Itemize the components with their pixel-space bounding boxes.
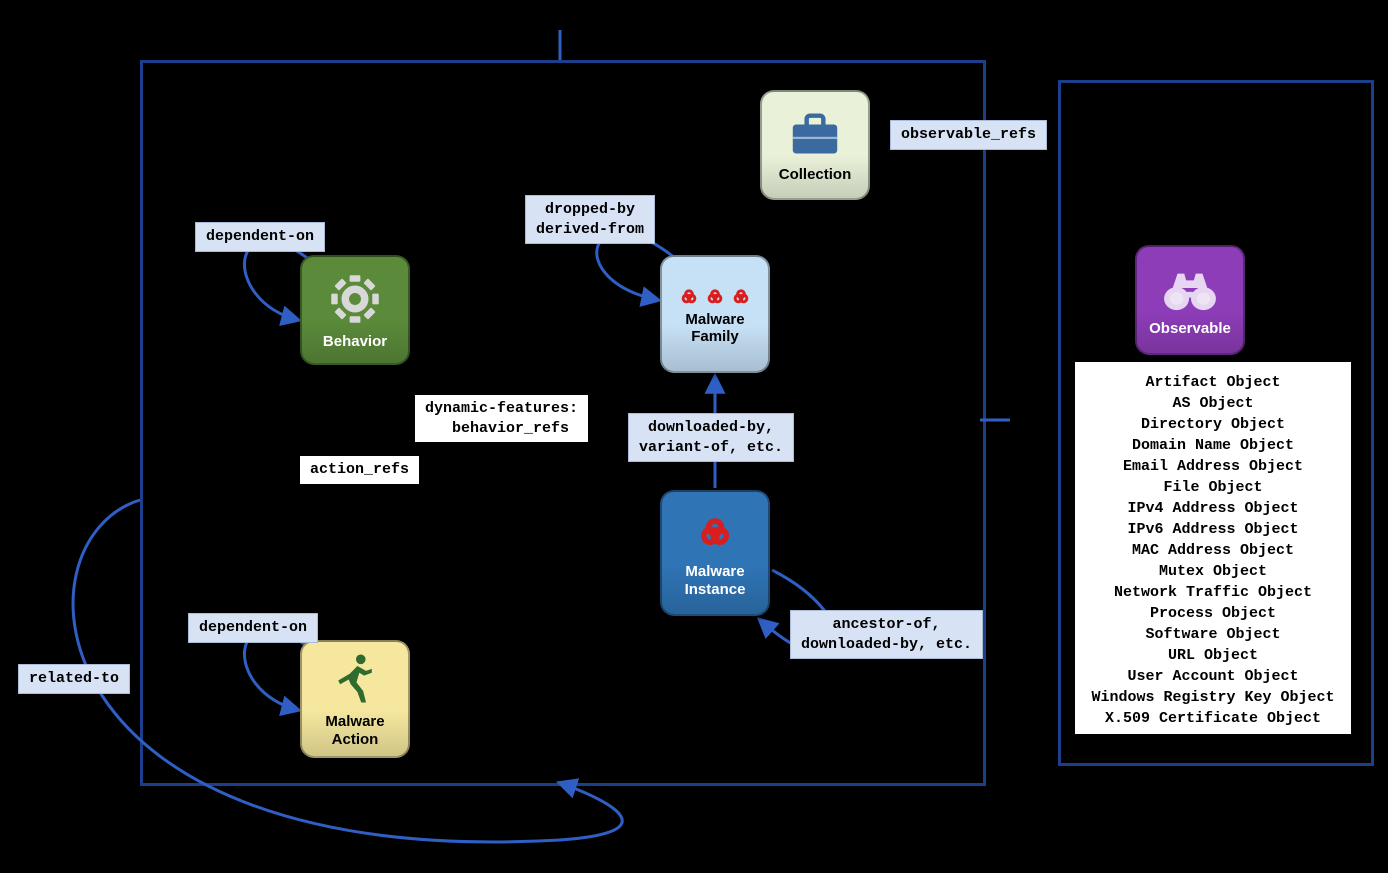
biohazard-icon: [692, 510, 738, 561]
label-downloaded-variant: downloaded-by, variant-of, etc.: [628, 413, 794, 462]
briefcase-icon: [787, 109, 843, 164]
node-label: Observable: [1149, 320, 1231, 337]
runner-icon: [331, 652, 379, 711]
observable-object-list: Artifact Object AS Object Directory Obje…: [1075, 362, 1351, 734]
gear-icon: [328, 272, 382, 331]
node-label: Malware Instance: [685, 563, 746, 598]
node-label: Malware Family: [685, 311, 744, 346]
node-malware-family: Malware Family: [660, 255, 770, 373]
label-dependent-on-behavior: dependent-on: [195, 222, 325, 252]
node-label: Behavior: [323, 333, 387, 350]
label-action-refs: action_refs: [300, 456, 419, 484]
node-observable: Observable: [1135, 245, 1245, 355]
label-ancestor-downloaded: ancestor-of, downloaded-by, etc.: [790, 610, 983, 659]
binoculars-icon: [1161, 265, 1219, 318]
node-label: Malware Action: [325, 713, 384, 748]
biohazard3-icon: [677, 285, 753, 309]
label-dropped-derived: dropped-by derived-from: [525, 195, 655, 244]
node-label: Collection: [779, 166, 852, 183]
label-dynamic-features: dynamic-features: behavior_refs: [415, 395, 588, 442]
node-behavior: Behavior: [300, 255, 410, 365]
label-observable-refs: observable_refs: [890, 120, 1047, 150]
node-collection: Collection: [760, 90, 870, 200]
node-malware-instance: Malware Instance: [660, 490, 770, 616]
label-dependent-on-action: dependent-on: [188, 613, 318, 643]
node-malware-action: Malware Action: [300, 640, 410, 758]
label-related-to: related-to: [18, 664, 130, 694]
